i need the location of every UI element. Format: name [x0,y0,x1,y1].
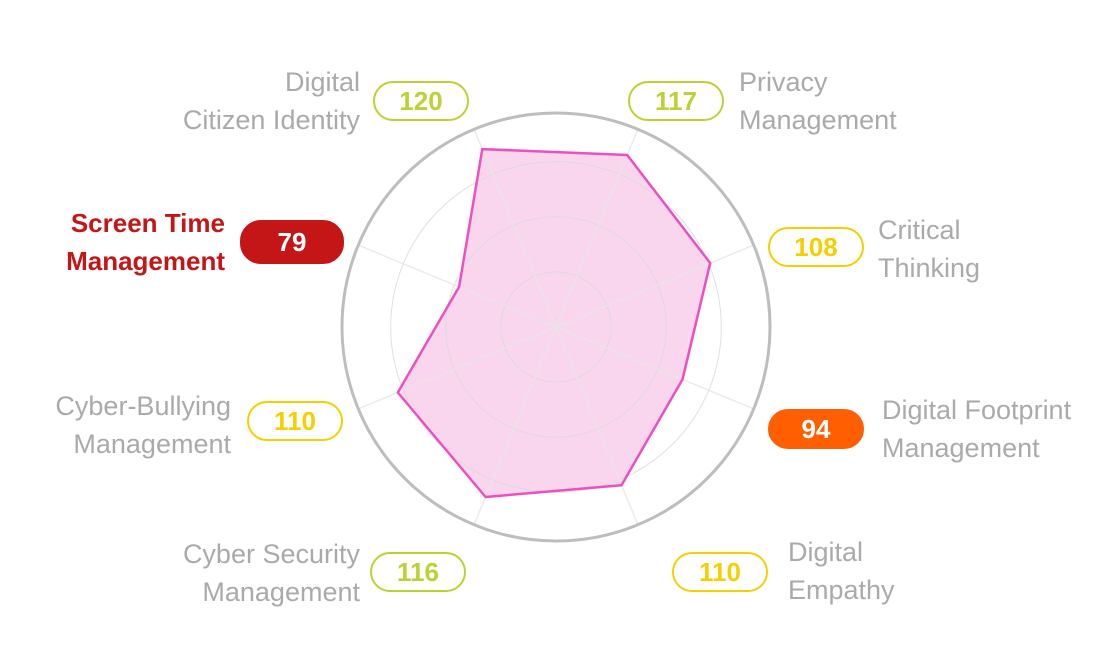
data-outline [396,147,712,499]
grid-ring [445,216,667,438]
grid-ring [390,161,722,493]
score-badge-cyber-security: 116 [370,552,466,592]
label-line: Digital [788,537,864,567]
axis-spoke [473,326,557,525]
grid-ring [500,271,612,383]
label-line: Citizen Identity [182,105,360,135]
axis-label-screen-time: Screen Time Management [66,204,225,280]
label-line: Management [66,246,225,276]
axis-spoke [358,244,557,328]
label-line: Thinking [878,253,981,283]
score-badge-screen-time: 79 [240,220,344,264]
label-line: Cyber-Bullying [55,391,231,421]
label-line: Management [202,577,360,607]
axis-label-privacy: Privacy Management [739,63,897,139]
label-line: Cyber Security [182,539,360,569]
score-badge-digital-citizen-identity: 120 [373,81,469,121]
label-line: Digital [284,67,360,97]
label-line: Critical [878,215,961,245]
label-line: Screen Time [70,208,225,238]
score-badge-privacy: 117 [628,81,724,121]
label-line: Digital Footprint [882,395,1072,425]
outer-ring [340,111,772,543]
score-badge-digital-empathy: 110 [672,552,768,592]
label-line: Management [882,433,1040,463]
axis-label-digital-empathy: Digital Empathy [788,533,895,609]
axis-spoke [555,326,754,410]
axis-label-cyber-security: Cyber Security Management [183,535,360,611]
axis-label-digital-citizen-identity: Digital Citizen Identity [183,63,360,139]
axis-label-digital-footprint: Digital Footprint Management [882,391,1071,467]
axis-label-critical-thinking: Critical Thinking [878,211,980,287]
label-line: Empathy [788,575,895,605]
score-badge-cyber-bullying: 110 [247,401,343,441]
score-badge-digital-footprint: 94 [768,409,864,449]
axis-spoke [473,129,557,328]
axis-label-cyber-bullying: Cyber-Bullying Management [55,387,231,463]
axis-spoke [555,244,754,328]
score-badge-critical-thinking: 108 [768,227,864,267]
label-line: Privacy [739,67,828,97]
axis-spoke [555,326,639,525]
axis-spoke [555,129,639,328]
label-line: Management [73,429,231,459]
label-line: Management [739,105,897,135]
axis-spoke [358,326,557,410]
